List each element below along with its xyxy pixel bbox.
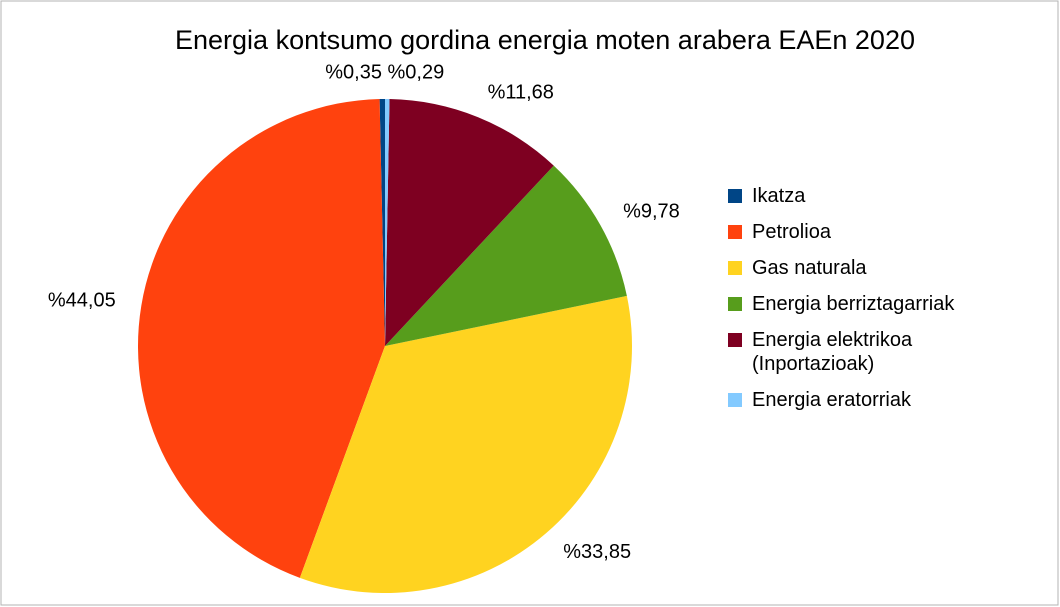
legend-swatch: [728, 333, 742, 347]
legend-item: Energia eratorriak: [728, 388, 1028, 412]
chart-title: Energia kontsumo gordina energia moten a…: [175, 25, 915, 55]
legend-item: Energia berriztagarriak: [728, 292, 1028, 316]
pie-slice: [385, 99, 554, 346]
legend-label: Gas naturala: [752, 257, 867, 279]
legend-item: Ikatza: [728, 184, 1028, 208]
pie-slice: [138, 99, 385, 578]
data-label: %9,78: [623, 201, 680, 223]
legend: Ikatza Petrolioa Gas naturala Energia berri…: [728, 184, 1028, 424]
legend-label: Ikatza: [752, 185, 806, 207]
legend-item: Energia elektrikoa (Inportazioak): [728, 328, 1028, 376]
pie-slice: [385, 99, 390, 346]
legend-swatch: [728, 189, 742, 203]
pie-slice: [379, 99, 385, 346]
legend-swatch: [728, 261, 742, 275]
legend-item: Petrolioa: [728, 220, 1028, 244]
legend-swatch: [728, 225, 742, 239]
legend-swatch: [728, 297, 742, 311]
legend-label: Petrolioa: [752, 221, 831, 243]
data-label: %33,85: [563, 541, 631, 563]
legend-label: Energia eratorriak: [752, 389, 911, 411]
pie-slice: [299, 295, 632, 593]
legend-swatch: [728, 393, 742, 407]
data-label: %44,05: [48, 289, 116, 311]
pie-slice: [385, 165, 627, 346]
data-label: %11,68: [488, 81, 554, 103]
legend-label: Energia berriztagarriak: [752, 293, 955, 315]
data-label: %0,35: [325, 61, 382, 83]
legend-item: Gas naturala: [728, 256, 1028, 280]
legend-label: Energia elektrikoa (Inportazioak): [752, 329, 913, 375]
data-label: %0,29: [387, 61, 444, 83]
